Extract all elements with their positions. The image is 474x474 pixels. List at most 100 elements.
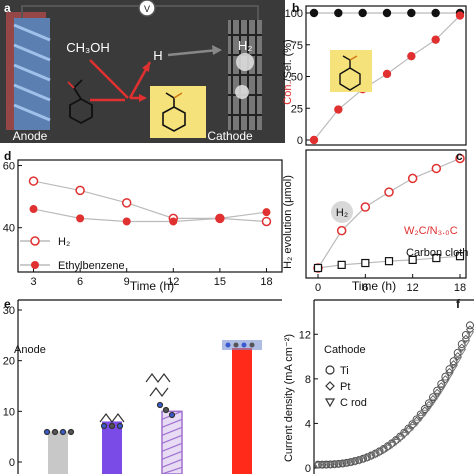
panel-c-black-point <box>361 258 370 268</box>
legend-pt-label: Pt <box>340 381 350 393</box>
panel-b-con-point <box>334 105 343 114</box>
panel-f-pt-point <box>457 343 466 352</box>
legend-ethylbenzene-label: Ethylbenzene <box>58 260 125 272</box>
panel-b-con-point <box>431 35 440 44</box>
panel-b-sel-point <box>431 8 440 18</box>
panel-b-label: b <box>292 1 299 15</box>
reactant-label: CH₃OH <box>66 40 110 55</box>
panel-e-bar <box>161 410 183 474</box>
panel-e-ytick-label: 20 <box>3 356 15 368</box>
panel-b-ylabel: Con./Sel. (%) <box>282 39 294 104</box>
panel-c-xtick-label: 0 <box>315 282 321 294</box>
legend-ethylbenzene-marker <box>31 261 39 269</box>
panel-f-crod-point <box>461 340 471 348</box>
panel-f-crod-point <box>457 348 467 356</box>
panel-b-ytick-label: 75 <box>291 40 303 52</box>
panel-a-schematic <box>0 0 285 143</box>
panel-e-label: e <box>4 297 11 311</box>
panel-d-xtick-label: 18 <box>260 276 272 288</box>
panel-d-xtick-label: 9 <box>124 276 130 288</box>
panel-c-red-point <box>431 163 442 174</box>
panel-f-crod-point <box>321 462 331 469</box>
panel-c-red-point <box>360 202 371 212</box>
panel-c-red-point <box>407 173 418 184</box>
panel-c-black-point <box>337 260 346 269</box>
panel-d-xtick-label: 3 <box>30 276 36 288</box>
panel-f-crod-point <box>342 460 352 468</box>
panel-f-crod-point <box>334 461 343 469</box>
panel-e-bar-hatch <box>161 418 183 428</box>
panel-c-red-point <box>455 153 465 164</box>
panel-f-pt-point <box>461 334 471 343</box>
panel-b-chart: 0 25 50 75 100 <box>285 5 467 147</box>
panel-f-crod-point <box>358 456 368 464</box>
reaction-arrows <box>89 45 222 102</box>
panel-c-series-red-label: W₂C/N₃.₀C <box>404 225 458 237</box>
panel-f-crod-point <box>404 428 413 436</box>
panel-f-annotation: Cathode <box>324 344 366 356</box>
legend-crod-marker <box>324 398 336 408</box>
panel-f-crod-point <box>416 414 426 422</box>
panel-e-bar-hatch <box>161 458 183 468</box>
panel-b-ytick-label: 0 <box>297 135 303 147</box>
panel-c-black-point <box>313 263 323 273</box>
panel-f-ti-point <box>466 321 474 330</box>
panel-d-eb-point <box>262 208 271 217</box>
panel-b-frame <box>305 5 467 146</box>
panel-f-crod-point <box>375 449 384 457</box>
panel-d-xtick-label: 6 <box>77 276 83 288</box>
panel-f-crod-point <box>420 409 430 417</box>
panel-d-eb-point <box>76 214 85 223</box>
panel-f-ytick-label: 0 <box>305 463 311 474</box>
panel-f-crod-point <box>383 444 393 452</box>
panel-f-pt-point <box>465 325 474 334</box>
panel-d-frame <box>17 159 283 273</box>
panel-c-black-point <box>432 253 441 263</box>
panel-e-ytick-label: 10 <box>3 406 15 418</box>
panel-d-eb-line <box>33 208 267 223</box>
panel-f-ylabel: Current density (mA cm⁻²) <box>283 334 295 462</box>
panel-d-eb-point <box>215 214 224 223</box>
legend-ti-marker <box>325 365 335 375</box>
panel-b-sel-point <box>309 8 319 18</box>
panel-f-crod-point <box>317 462 327 469</box>
panel-f-label: f <box>456 297 461 311</box>
panel-c-series-black-label: Carbon cloth <box>406 247 468 259</box>
panel-f-ytick-label: 12 <box>299 329 311 341</box>
panel-b-con-point <box>382 69 392 79</box>
panel-d-ytick-label: 60 <box>3 161 15 173</box>
panel-f-crod-point <box>432 392 442 400</box>
panel-c-black-point <box>384 257 394 266</box>
panel-f-crod-point <box>399 432 409 439</box>
panel-f-ytick-label: 8 <box>305 374 311 386</box>
panel-d-label: d <box>4 149 11 163</box>
panel-e-bar-hatch <box>161 434 183 444</box>
panel-e-annotation: Anode <box>14 344 46 356</box>
panel-d-xlabel: Time (h) <box>130 279 174 293</box>
panel-f-crod-point <box>371 451 380 459</box>
panel-f-crod-point <box>449 364 458 372</box>
panel-c-ylabel: H₂ evolution (μmol) <box>282 175 294 269</box>
panel-c-chart: 0 6 12 18 <box>305 149 467 294</box>
panel-b-sel-point <box>407 8 416 18</box>
panel-e-chart: 0 10 20 30 <box>3 299 282 474</box>
panel-e-bar <box>48 431 68 474</box>
panel-c-xtick-label: 12 <box>407 282 419 294</box>
panel-d-h2-line <box>33 180 267 223</box>
panel-f-crod-point <box>412 419 421 427</box>
panel-c-xtick-label: 18 <box>454 282 466 294</box>
panel-c-xtick-label: 6 <box>362 282 368 294</box>
panel-d-xtick-label: 15 <box>214 276 226 288</box>
panel-f-crod-point <box>362 455 372 462</box>
panel-d-h2-point <box>121 198 132 208</box>
panel-c-annotation: H₂ <box>336 207 348 219</box>
panel-f-pt-point <box>453 352 462 361</box>
ethylbenzene-molecule-icon <box>67 79 93 125</box>
panel-f-crod-point <box>354 457 364 465</box>
panel-b-ytick-label: 100 <box>285 8 303 20</box>
panel-c-black-point <box>455 252 465 261</box>
panel-f-crod-point <box>428 398 438 406</box>
panel-b-molecule-icon <box>330 50 372 92</box>
panel-f-crod-point <box>436 386 446 394</box>
legend-ti-label: Ti <box>340 365 349 377</box>
